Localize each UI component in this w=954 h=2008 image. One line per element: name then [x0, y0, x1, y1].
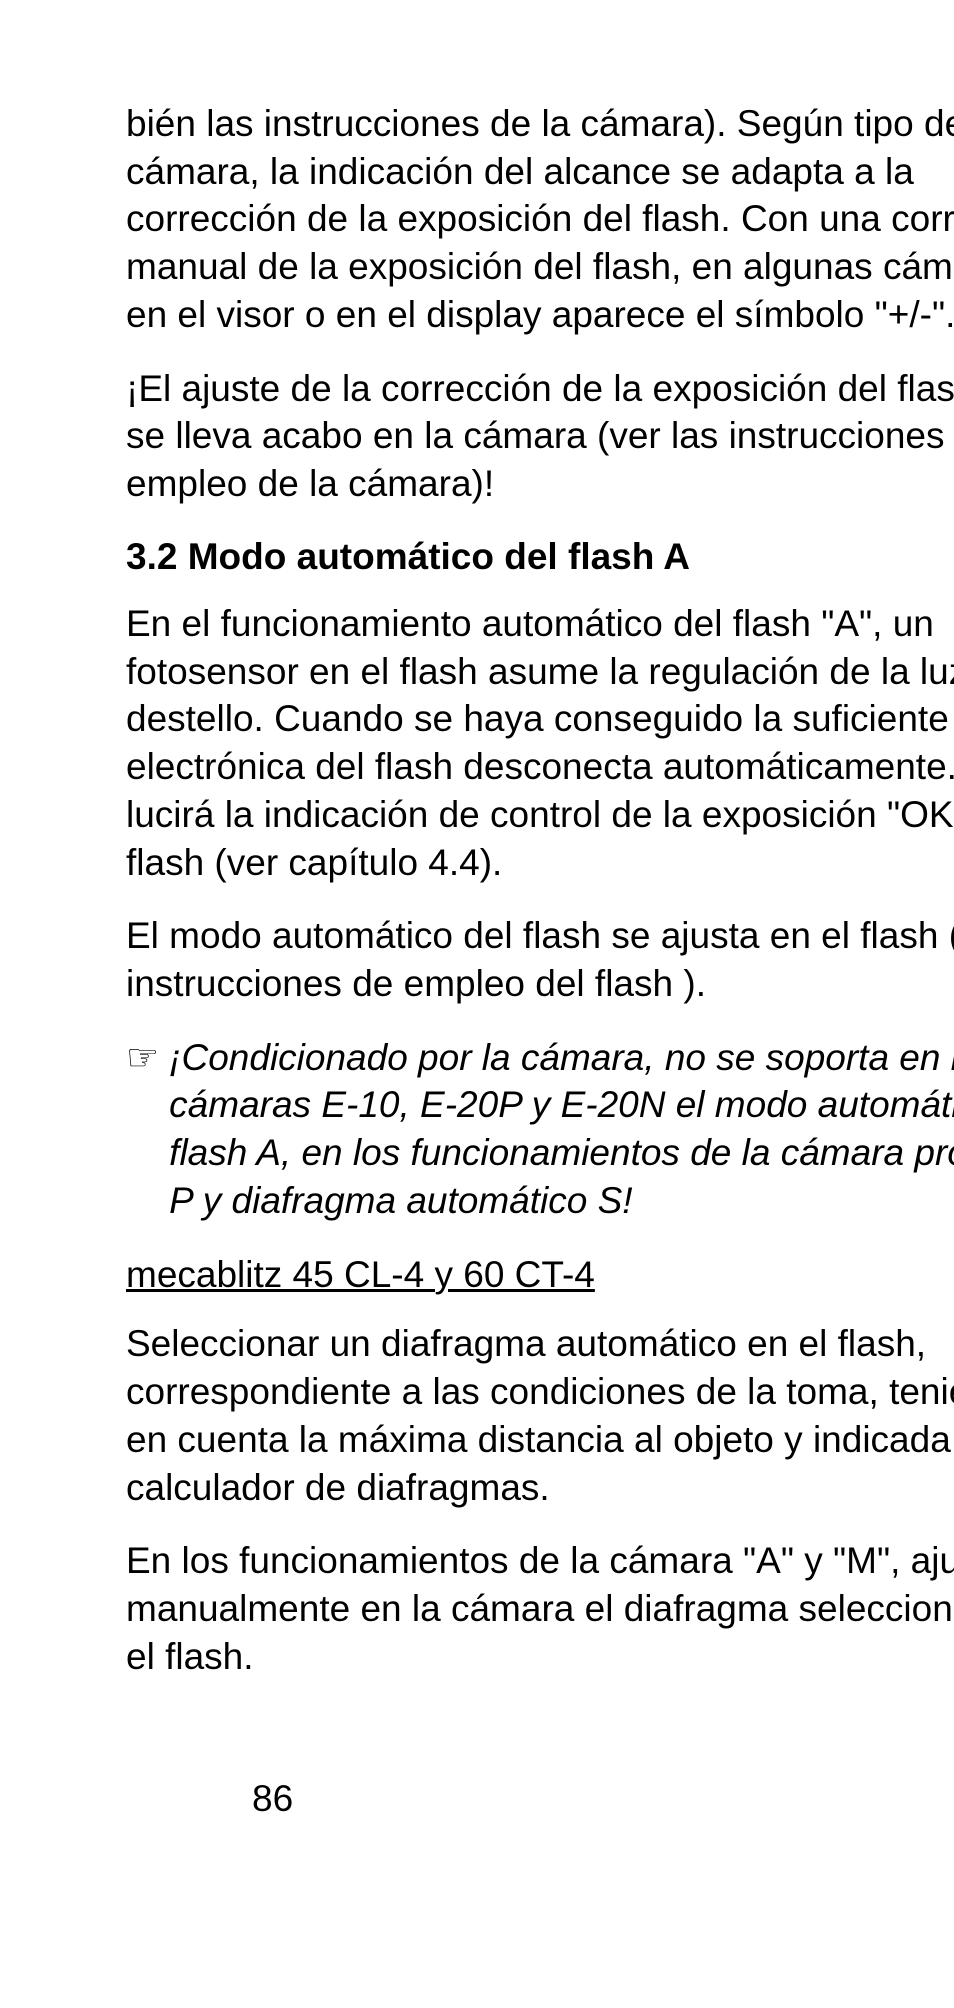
- body-paragraph: ¡El ajuste de la corrección de la exposi…: [126, 365, 954, 508]
- section-heading: 3.2 Modo automático del flash A: [126, 534, 954, 580]
- note-block: ☞ ¡Condicionado por la cámara, no se sop…: [126, 1034, 954, 1225]
- subsection-heading-text: mecablitz 45 CL-4 y 60 CT-4: [126, 1254, 595, 1295]
- page-number: 86: [252, 1778, 293, 1820]
- body-paragraph: bién las instrucciones de la cámara). Se…: [126, 100, 954, 339]
- note-text: ¡Condicionado por la cámara, no se sopor…: [169, 1034, 954, 1225]
- body-paragraph: El modo automático del flash se ajusta e…: [126, 912, 954, 1007]
- body-paragraph: Seleccionar un diafragma automático en e…: [126, 1320, 954, 1511]
- document-page: bién las instrucciones de la cámara). Se…: [126, 100, 954, 2008]
- body-paragraph: En el funcionamiento automático del flas…: [126, 600, 954, 886]
- subsection-heading: mecablitz 45 CL-4 y 60 CT-4: [126, 1251, 954, 1299]
- pointing-hand-icon: ☞: [126, 1034, 159, 1082]
- body-paragraph: En los funcionamientos de la cámara "A" …: [126, 1537, 954, 1680]
